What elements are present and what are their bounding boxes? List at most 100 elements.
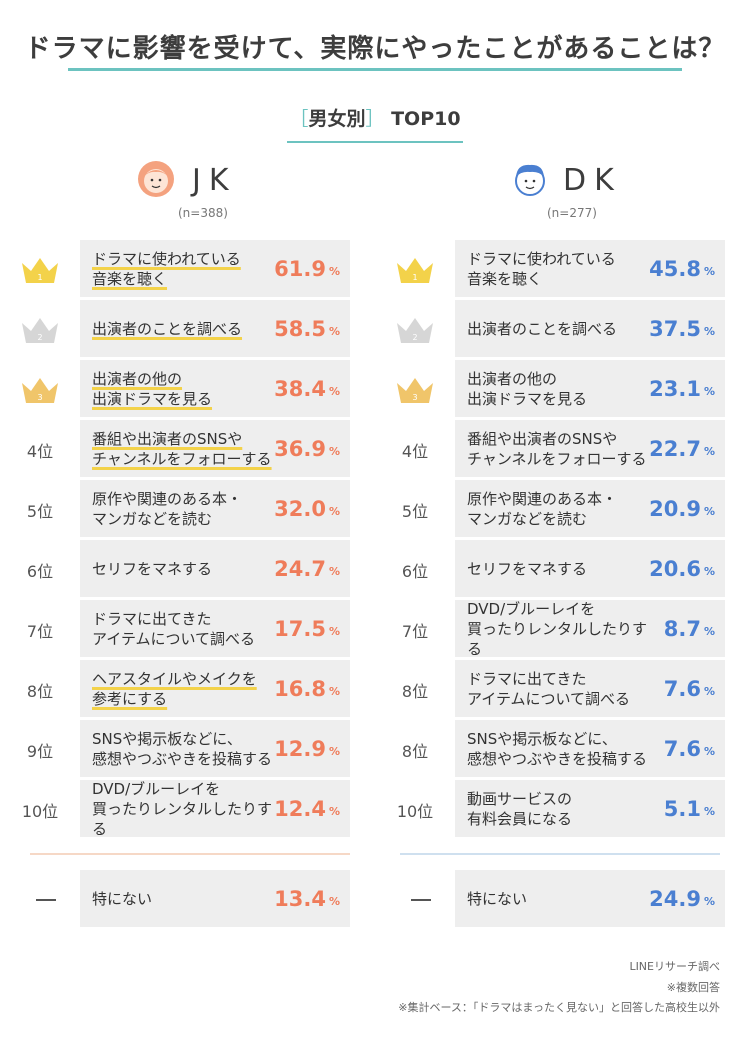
dk-row-5: 6位 セリフをマネする 20.6% (375, 540, 725, 600)
item-label: 番組や出演者のSNSや チャンネルをフォローする (467, 420, 657, 477)
crown-rank-1-icon: 1 (22, 258, 58, 283)
rank-label: 5位 (26, 502, 54, 521)
item-label-line: セリフをマネする (467, 559, 588, 578)
dk-row-none: 特にない 24.9% (375, 870, 725, 930)
rank-label: 8位 (26, 682, 54, 701)
item-label-line: 参考にする (92, 689, 168, 708)
item-label-line: SNSや掲示板などに、 (92, 729, 242, 748)
item-label-line: DVD/ブルーレイを (92, 779, 221, 798)
item-value-number: 38.4 (274, 376, 326, 401)
rank-label (0, 870, 80, 930)
rank-label: 7位 (401, 622, 429, 641)
title-underline (68, 68, 682, 71)
item-label: 特にない (467, 870, 657, 927)
item-label: 出演者の他の 出演ドラマを見る (92, 360, 282, 417)
rank-label: 4位 (26, 442, 54, 461)
item-label-line: ドラマに出てきた (92, 609, 212, 628)
item-value-unit: % (703, 685, 715, 698)
item-cell: SNSや掲示板などに、 感想やつぶやきを投稿する 7.6% (455, 720, 725, 777)
rank-label: 5位 (401, 502, 429, 521)
item-label-line: ドラマに出てきた (467, 669, 587, 688)
jk-row-3: 4位 番組や出演者のSNSや チャンネルをフォローする 36.9% (0, 420, 350, 480)
item-value-number: 12.4 (274, 796, 326, 821)
item-cell: ドラマに出てきた アイテムについて調べる 7.6% (455, 660, 725, 717)
rank-label: 7位 (26, 622, 54, 641)
item-label-line: 原作や関連のある本・ (92, 489, 243, 508)
crown-rank-1-number: 1 (37, 273, 42, 282)
item-label: セリフをマネする (467, 540, 657, 597)
jk-row-5: 6位 セリフをマネする 24.7% (0, 540, 350, 600)
footer-multi-answer: ※複数回答 (666, 981, 720, 994)
item-value-unit: % (328, 745, 340, 758)
item-label: ドラマに使われている 音楽を聴く (92, 240, 282, 297)
item-cell: 原作や関連のある本・ マンガなどを読む 32.0% (80, 480, 350, 537)
item-value-unit: % (703, 265, 715, 278)
crown-rank-3-number: 3 (412, 393, 417, 402)
item-label-line: 買ったりレンタルしたりする (467, 619, 648, 658)
item-value-unit: % (328, 895, 340, 908)
chart-title: ドラマに影響を受けて、実際にやったことがあることは？ (24, 34, 726, 64)
item-value-unit: % (703, 445, 715, 458)
jk-row-9: 10位 DVD/ブルーレイを 買ったりレンタルしたりする 12.4% (0, 780, 350, 840)
crown-rank-1-number: 1 (412, 273, 417, 282)
item-label-line: 有料会員になる (467, 809, 573, 828)
item-value-number: 16.8 (274, 676, 326, 701)
item-label-line: 特にない (467, 889, 528, 908)
item-label-line: ヘアスタイルやメイクを (92, 669, 257, 688)
item-label-line: 原作や関連のある本・ (467, 489, 618, 508)
crown-rank-2-number: 2 (37, 333, 42, 342)
item-label-line: 動画サービスの (467, 789, 573, 808)
rank-label: 8位 (401, 682, 429, 701)
item-value-unit: % (703, 805, 715, 818)
item-value: 22.7% (649, 420, 715, 477)
item-value-unit: % (328, 685, 340, 698)
footer-source: LINEリサーチ調べ (629, 960, 720, 973)
item-value: 17.5% (274, 600, 340, 657)
item-value-number: 58.5 (274, 316, 326, 341)
jk-row-4: 5位 原作や関連のある本・ マンガなどを読む 32.0% (0, 480, 350, 540)
item-cell: 出演者のことを調べる 37.5% (455, 300, 725, 357)
item-value: 24.9% (649, 870, 715, 927)
jk-row-none: 特にない 13.4% (0, 870, 350, 930)
dash-icon (411, 899, 431, 901)
item-label-line: 感想やつぶやきを投稿する (92, 749, 273, 768)
item-cell: 特にない 24.9% (455, 870, 725, 927)
item-cell: 出演者の他の 出演ドラマを見る 38.4% (80, 360, 350, 417)
item-label-line: チャンネルをフォローする (467, 449, 647, 468)
footer-base-note: ※集計ベース：「ドラマはまったく見ない」と回答した高校生以外 (398, 1001, 720, 1014)
item-value-unit: % (328, 265, 340, 278)
item-value: 16.8% (274, 660, 340, 717)
jk-row-8: 9位 SNSや掲示板などに、 感想やつぶやきを投稿する 12.9% (0, 720, 350, 780)
item-value: 24.7% (274, 540, 340, 597)
item-value: 12.4% (274, 780, 340, 837)
item-value: 58.5% (274, 300, 340, 357)
dk-row-6: 7位 DVD/ブルーレイを 買ったりレンタルしたりする 8.7% (375, 600, 725, 660)
item-label: SNSや掲示板などに、 感想やつぶやきを投稿する (467, 720, 657, 777)
item-value-number: 23.1 (649, 376, 701, 401)
item-label-line: 番組や出演者のSNSや (467, 429, 618, 448)
dk-row-3: 4位 番組や出演者のSNSや チャンネルをフォローする 22.7% (375, 420, 725, 480)
item-value: 38.4% (274, 360, 340, 417)
item-label: 出演者のことを調べる (467, 300, 657, 357)
jk-row-0: 1 ドラマに使われている 音楽を聴く 61.9% (0, 240, 350, 300)
item-label-line: 出演ドラマを見る (92, 389, 213, 408)
item-cell: ドラマに使われている 音楽を聴く 61.9% (80, 240, 350, 297)
item-label-line: DVD/ブルーレイを (467, 599, 596, 618)
rank-label: 2 (0, 300, 80, 360)
item-value: 37.5% (649, 300, 715, 357)
dk-row-4: 5位 原作や関連のある本・ マンガなどを読む 20.9% (375, 480, 725, 540)
item-label: 出演者の他の 出演ドラマを見る (467, 360, 657, 417)
item-label-line: セリフをマネする (92, 559, 213, 578)
item-value-number: 36.9 (274, 436, 326, 461)
item-label-line: 音楽を聴く (467, 269, 543, 288)
item-value-unit: % (328, 325, 340, 338)
item-cell: 番組や出演者のSNSや チャンネルをフォローする 22.7% (455, 420, 725, 477)
item-cell: SNSや掲示板などに、 感想やつぶやきを投稿する 12.9% (80, 720, 350, 777)
item-value-number: 8.7 (663, 616, 701, 641)
item-cell: ヘアスタイルやメイクを 参考にする 16.8% (80, 660, 350, 717)
item-cell: 動画サービスの 有料会員になる 5.1% (455, 780, 725, 837)
item-cell: 原作や関連のある本・ マンガなどを読む 20.9% (455, 480, 725, 537)
item-value-number: 13.4 (274, 886, 326, 911)
item-label-line: マンガなどを読む (92, 509, 213, 528)
item-label: SNSや掲示板などに、 感想やつぶやきを投稿する (92, 720, 282, 777)
